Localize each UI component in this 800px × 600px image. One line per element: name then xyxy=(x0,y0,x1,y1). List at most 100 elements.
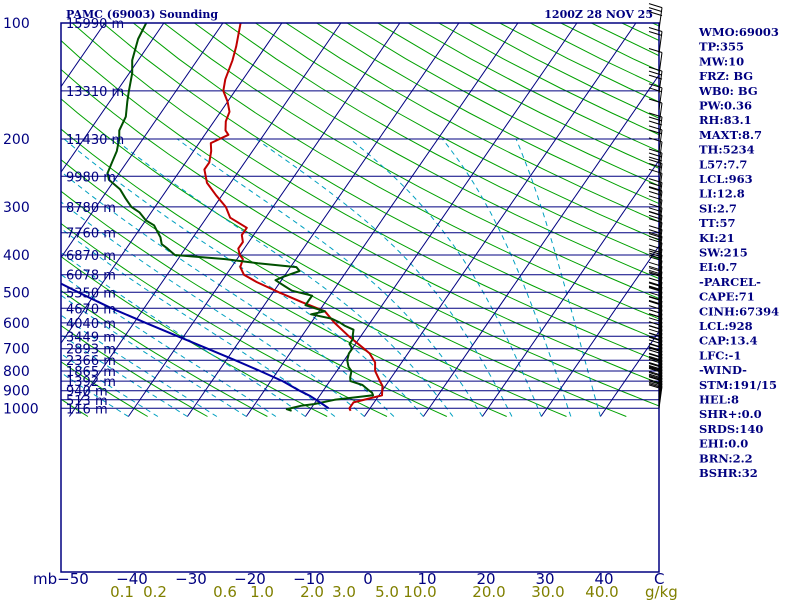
isotherm xyxy=(540,245,659,417)
wind-barb xyxy=(648,148,663,154)
sidebar-index: MW:10 xyxy=(699,54,744,68)
height-label: 13310 m xyxy=(66,85,124,100)
dewpoint-line xyxy=(106,23,375,412)
moist-adiabat xyxy=(61,201,365,417)
mixing-ratio-tick-label: 3.0 xyxy=(332,583,356,600)
wind-barb xyxy=(648,159,663,164)
sidebar-index: BRN:2.2 xyxy=(699,451,753,465)
wind-barb xyxy=(648,168,663,174)
height-label: 6078 m xyxy=(66,269,116,284)
temperature-tick-label: −40 xyxy=(116,570,148,588)
wind-barb xyxy=(648,11,663,17)
wind-barb xyxy=(648,120,663,126)
sidebar-index: KI:21 xyxy=(699,231,735,245)
pressure-axis-label: mb xyxy=(33,570,57,588)
dry-adiabat xyxy=(71,23,659,362)
height-label: 3449 m xyxy=(66,330,116,345)
dry-adiabat xyxy=(61,289,268,417)
height-label: 4670 m xyxy=(66,302,116,317)
pressure-tick-label: 1000 xyxy=(3,401,39,417)
isotherm xyxy=(127,23,401,417)
dry-adiabat xyxy=(255,23,659,241)
height-label: 116 m xyxy=(66,402,108,417)
wind-barb xyxy=(658,242,663,265)
moist-adiabat xyxy=(61,314,218,417)
moist-adiabat xyxy=(442,138,572,417)
isotherm xyxy=(186,23,460,417)
sidebar-index: BSHR:32 xyxy=(699,466,758,480)
isotherm xyxy=(481,159,659,417)
isotherm xyxy=(422,74,659,417)
mixing-ratio-tick-label: 0.1 xyxy=(110,583,134,600)
chart-time: 1200Z 28 NOV 25 xyxy=(544,8,653,21)
dry-adiabat xyxy=(163,23,659,300)
dry-adiabat xyxy=(61,190,448,417)
dry-adiabat xyxy=(61,68,659,407)
dry-adiabat xyxy=(61,255,328,417)
sidebar-index: CAP:13.4 xyxy=(699,334,758,348)
moist-adiabat xyxy=(515,138,601,417)
pressure-tick-label: 600 xyxy=(3,316,30,332)
height-label: 940 m xyxy=(66,385,108,400)
wind-barb xyxy=(648,27,663,32)
isotherm xyxy=(61,23,224,259)
dry-adiabat xyxy=(61,98,627,417)
sidebar-index: HEL:8 xyxy=(699,393,739,407)
wind-barb xyxy=(648,7,663,13)
wind-barb xyxy=(648,190,663,196)
wind-barb xyxy=(648,48,663,53)
sidebar-index: TP:355 xyxy=(699,40,744,54)
pressure-tick-label: 500 xyxy=(3,285,30,301)
temperature-tick-label: −20 xyxy=(234,570,266,588)
wind-barb xyxy=(658,291,663,314)
height-label: 11430 m xyxy=(66,133,124,148)
wind-barb xyxy=(648,137,663,143)
mixing-ratio-tick-label: 1.0 xyxy=(250,583,274,600)
wind-barb xyxy=(658,52,663,75)
temperature-tick-label: 20 xyxy=(476,570,495,588)
sidebar-index: TH:5234 xyxy=(699,143,755,157)
sidebar-index: SRDS:140 xyxy=(699,422,763,436)
sidebar-index: L57:7.7 xyxy=(699,157,747,171)
sidebar-index: -PARCEL- xyxy=(699,275,761,289)
temperature-tick-label: 10 xyxy=(417,570,436,588)
dry-adiabat xyxy=(132,23,659,320)
sidebar-index: CAPE:71 xyxy=(699,290,755,304)
isotherm xyxy=(61,23,165,174)
temperature-tick-label: −50 xyxy=(57,570,89,588)
mixing-ratio-tick-label: 5.0 xyxy=(375,583,399,600)
isotherm xyxy=(599,330,659,417)
height-label: 9980 m xyxy=(66,170,116,185)
pressure-tick-label: 200 xyxy=(3,132,30,148)
temperature-tick-label: 0 xyxy=(363,570,373,588)
mixing-ratio-tick-label: 30.0 xyxy=(531,583,564,600)
moist-adiabat xyxy=(61,333,188,417)
sidebar-index: EHI:0.0 xyxy=(699,437,748,451)
wind-barb xyxy=(648,3,663,9)
mixing-ratio-tick-label: 10.0 xyxy=(403,583,436,600)
isotherm xyxy=(245,23,519,417)
mixing-ratio-tick-label: 2.0 xyxy=(300,583,324,600)
temperature-tick-label: −30 xyxy=(175,570,207,588)
dry-adiabat xyxy=(61,128,567,417)
isotherm xyxy=(363,23,637,417)
pressure-tick-label: 700 xyxy=(3,342,30,358)
moist-adiabat xyxy=(61,170,395,417)
dry-adiabat xyxy=(194,23,659,280)
sidebar-index: SI:2.7 xyxy=(699,201,737,215)
mixing-ratio-tick-label: 40.0 xyxy=(585,583,618,600)
height-label: 513 m xyxy=(66,394,108,409)
dry-adiabat xyxy=(61,159,507,417)
wind-barb xyxy=(658,199,663,222)
sidebar-index: LFC:-1 xyxy=(699,348,741,362)
sidebar-index: PW:0.36 xyxy=(699,99,752,113)
pressure-tick-label: 300 xyxy=(3,200,30,216)
dry-adiabat xyxy=(61,361,148,417)
dry-adiabat xyxy=(224,23,659,260)
moist-adiabat xyxy=(63,138,424,417)
height-label: 4040 m xyxy=(66,317,116,332)
sidebar-index: RH:83.1 xyxy=(699,113,752,127)
